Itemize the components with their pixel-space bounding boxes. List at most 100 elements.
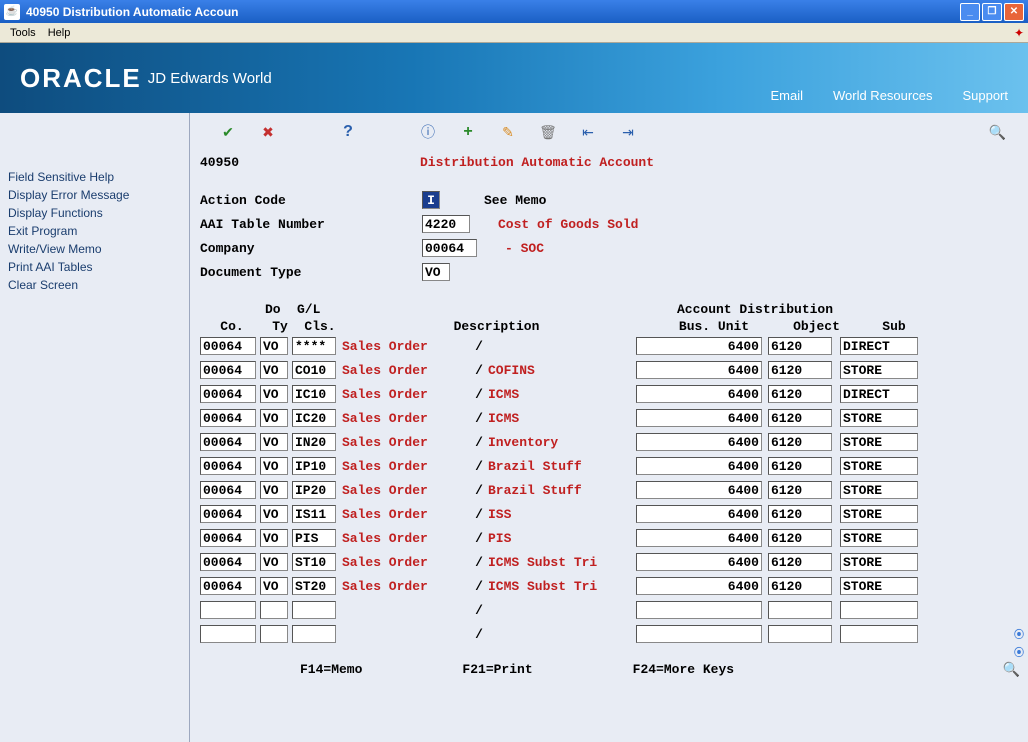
cell-obj[interactable] bbox=[768, 457, 832, 475]
link-resources[interactable]: World Resources bbox=[833, 88, 932, 103]
cell-cls[interactable] bbox=[292, 361, 336, 379]
cell-sub[interactable] bbox=[840, 601, 918, 619]
help-button[interactable]: ? bbox=[328, 118, 368, 146]
cell-cls[interactable] bbox=[292, 457, 336, 475]
cell-ty[interactable] bbox=[260, 625, 288, 643]
cell-bus[interactable] bbox=[636, 409, 762, 427]
cell-sub[interactable] bbox=[840, 433, 918, 451]
cell-co[interactable] bbox=[200, 457, 256, 475]
cell-obj[interactable] bbox=[768, 601, 832, 619]
cell-ty[interactable] bbox=[260, 505, 288, 523]
cell-bus[interactable] bbox=[636, 337, 762, 355]
company-input[interactable] bbox=[422, 239, 477, 257]
cell-cls[interactable] bbox=[292, 553, 336, 571]
cell-ty[interactable] bbox=[260, 361, 288, 379]
delete-button[interactable]: 🗑 bbox=[528, 118, 568, 146]
cell-sub[interactable] bbox=[840, 505, 918, 523]
cell-ty[interactable] bbox=[260, 433, 288, 451]
cell-co[interactable] bbox=[200, 505, 256, 523]
doctype-input[interactable] bbox=[422, 263, 450, 281]
cell-co[interactable] bbox=[200, 409, 256, 427]
cell-cls[interactable] bbox=[292, 409, 336, 427]
cell-obj[interactable] bbox=[768, 481, 832, 499]
search-icon-bottom[interactable]: 🔍 bbox=[1003, 662, 1020, 679]
cell-cls[interactable] bbox=[292, 481, 336, 499]
cell-ty[interactable] bbox=[260, 553, 288, 571]
cell-obj[interactable] bbox=[768, 433, 832, 451]
cell-obj[interactable] bbox=[768, 529, 832, 547]
cell-ty[interactable] bbox=[260, 385, 288, 403]
cell-sub[interactable] bbox=[840, 361, 918, 379]
cell-bus[interactable] bbox=[636, 553, 762, 571]
cell-co[interactable] bbox=[200, 481, 256, 499]
cell-co[interactable] bbox=[200, 553, 256, 571]
cell-obj[interactable] bbox=[768, 553, 832, 571]
cell-obj[interactable] bbox=[768, 385, 832, 403]
cell-co[interactable] bbox=[200, 361, 256, 379]
cell-bus[interactable] bbox=[636, 529, 762, 547]
menu-tools[interactable]: Tools bbox=[4, 25, 42, 41]
cell-bus[interactable] bbox=[636, 361, 762, 379]
cell-co[interactable] bbox=[200, 385, 256, 403]
aai-input[interactable] bbox=[422, 215, 470, 233]
cell-obj[interactable] bbox=[768, 337, 832, 355]
scroll-up-icon[interactable]: ⦿ bbox=[1014, 626, 1024, 642]
link-email[interactable]: Email bbox=[770, 88, 803, 103]
cell-bus[interactable] bbox=[636, 433, 762, 451]
cell-cls[interactable] bbox=[292, 385, 336, 403]
cell-ty[interactable] bbox=[260, 577, 288, 595]
next-button[interactable]: ⇥ bbox=[608, 118, 648, 146]
cell-cls[interactable] bbox=[292, 601, 336, 619]
cell-cls[interactable] bbox=[292, 529, 336, 547]
cell-cls[interactable] bbox=[292, 337, 336, 355]
ok-button[interactable]: ✔ bbox=[208, 118, 248, 146]
cell-ty[interactable] bbox=[260, 601, 288, 619]
link-support[interactable]: Support bbox=[962, 88, 1008, 103]
sidebar-item-error[interactable]: Display Error Message bbox=[8, 186, 181, 204]
cell-sub[interactable] bbox=[840, 481, 918, 499]
cell-obj[interactable] bbox=[768, 505, 832, 523]
sidebar-item-help[interactable]: Field Sensitive Help bbox=[8, 168, 181, 186]
cell-bus[interactable] bbox=[636, 577, 762, 595]
cell-bus[interactable] bbox=[636, 601, 762, 619]
cell-cls[interactable] bbox=[292, 577, 336, 595]
info-button[interactable]: ⓘ bbox=[408, 118, 448, 146]
cell-sub[interactable] bbox=[840, 553, 918, 571]
action-code-input[interactable] bbox=[422, 191, 440, 209]
maximize-button[interactable]: ❐ bbox=[982, 3, 1002, 21]
cell-co[interactable] bbox=[200, 601, 256, 619]
cell-co[interactable] bbox=[200, 433, 256, 451]
cell-co[interactable] bbox=[200, 625, 256, 643]
cell-cls[interactable] bbox=[292, 505, 336, 523]
cell-sub[interactable] bbox=[840, 457, 918, 475]
cell-bus[interactable] bbox=[636, 457, 762, 475]
cell-obj[interactable] bbox=[768, 409, 832, 427]
menu-help[interactable]: Help bbox=[42, 25, 77, 41]
edit-button[interactable]: ✎ bbox=[488, 118, 528, 146]
cancel-button[interactable]: ✖ bbox=[248, 118, 288, 146]
cell-co[interactable] bbox=[200, 529, 256, 547]
cell-ty[interactable] bbox=[260, 481, 288, 499]
cell-ty[interactable] bbox=[260, 409, 288, 427]
add-button[interactable]: + bbox=[448, 118, 488, 146]
sidebar-item-memo[interactable]: Write/View Memo bbox=[8, 240, 181, 258]
cell-bus[interactable] bbox=[636, 481, 762, 499]
cell-ty[interactable] bbox=[260, 457, 288, 475]
close-button[interactable]: ✕ bbox=[1004, 3, 1024, 21]
cell-bus[interactable] bbox=[636, 505, 762, 523]
cell-sub[interactable] bbox=[840, 577, 918, 595]
cell-sub[interactable] bbox=[840, 625, 918, 643]
cell-sub[interactable] bbox=[840, 385, 918, 403]
cell-cls[interactable] bbox=[292, 433, 336, 451]
cell-obj[interactable] bbox=[768, 625, 832, 643]
cell-sub[interactable] bbox=[840, 337, 918, 355]
cell-sub[interactable] bbox=[840, 409, 918, 427]
cell-co[interactable] bbox=[200, 577, 256, 595]
search-icon[interactable]: 🔍 bbox=[989, 124, 1006, 141]
cell-bus[interactable] bbox=[636, 385, 762, 403]
prev-button[interactable]: ⇤ bbox=[568, 118, 608, 146]
sidebar-item-clear[interactable]: Clear Screen bbox=[8, 276, 181, 294]
sidebar-item-exit[interactable]: Exit Program bbox=[8, 222, 181, 240]
cell-co[interactable] bbox=[200, 337, 256, 355]
cell-obj[interactable] bbox=[768, 577, 832, 595]
